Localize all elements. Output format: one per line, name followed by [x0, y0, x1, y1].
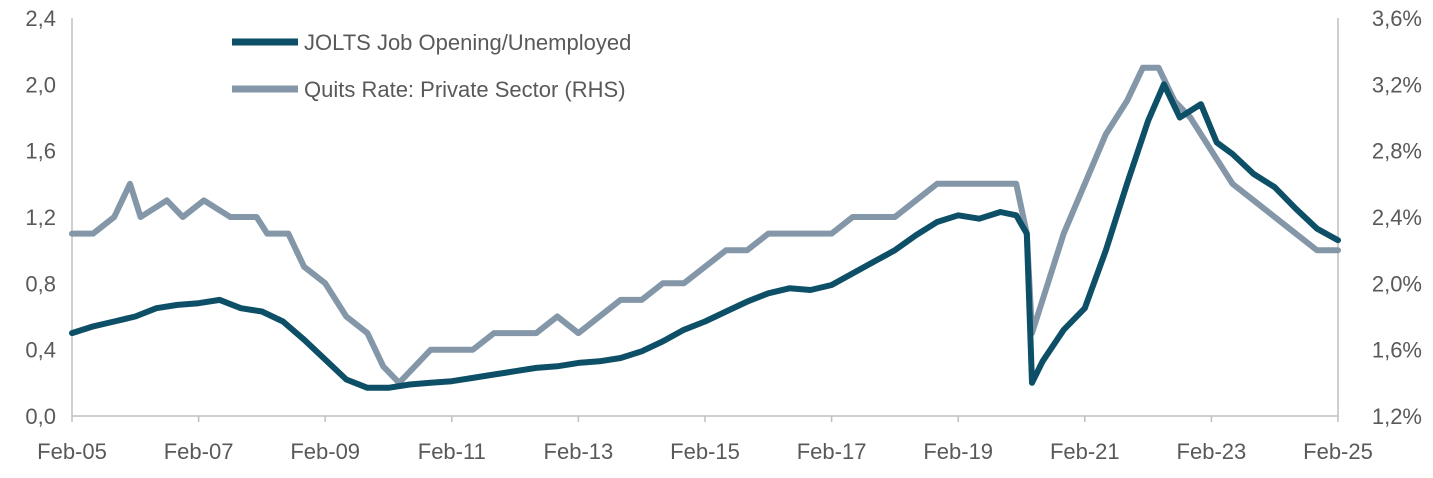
- right-tick-label: 1,2%: [1372, 404, 1422, 429]
- x-tick-label: Feb-21: [1050, 439, 1120, 464]
- right-tick-label: 3,2%: [1372, 72, 1422, 97]
- left-axis-ticks: 0,0 0,4 0,8 1,2 1,6 2,0 2,4: [25, 6, 56, 429]
- x-axis-ticks: Feb-05 Feb-07 Feb-09 Feb-11 Feb-13 Feb-15 Feb-…: [37, 416, 1373, 464]
- x-tick-label: Feb-25: [1303, 439, 1373, 464]
- left-tick-label: 2,0: [25, 72, 56, 97]
- right-axis-ticks: 1,2% 1,6% 2,0% 2,4% 2,8% 3,2% 3,6%: [1372, 6, 1422, 429]
- x-tick-label: Feb-07: [164, 439, 234, 464]
- legend: JOLTS Job Opening/Unemployed Quits Rate:…: [232, 30, 631, 102]
- left-tick-label: 1,2: [25, 205, 56, 230]
- left-tick-label: 1,6: [25, 139, 56, 164]
- x-tick-label: Feb-05: [37, 439, 107, 464]
- x-tick-label: Feb-17: [797, 439, 867, 464]
- right-tick-label: 2,4%: [1372, 205, 1422, 230]
- series-line-quits: [69, 64, 1341, 386]
- right-tick-label: 1,6%: [1372, 338, 1422, 363]
- series-line-jolts: [69, 81, 1341, 391]
- legend-label-quits: Quits Rate: Private Sector (RHS): [304, 77, 626, 102]
- right-tick-label: 2,8%: [1372, 139, 1422, 164]
- right-tick-label: 2,0%: [1372, 271, 1422, 296]
- x-tick-label: Feb-19: [923, 439, 993, 464]
- x-tick-label: Feb-11: [418, 439, 486, 464]
- x-tick-label: Feb-15: [670, 439, 740, 464]
- left-tick-label: 2,4: [25, 6, 56, 31]
- x-tick-label: Feb-23: [1177, 439, 1247, 464]
- left-tick-label: 0,8: [25, 271, 56, 296]
- left-tick-label: 0,4: [25, 338, 56, 363]
- x-tick-label: Feb-09: [290, 439, 360, 464]
- right-tick-label: 3,6%: [1372, 6, 1422, 31]
- left-tick-label: 0,0: [25, 404, 56, 429]
- series-layer: [69, 64, 1341, 391]
- legend-label-jolts: JOLTS Job Opening/Unemployed: [304, 30, 631, 55]
- x-tick-label: Feb-13: [544, 439, 614, 464]
